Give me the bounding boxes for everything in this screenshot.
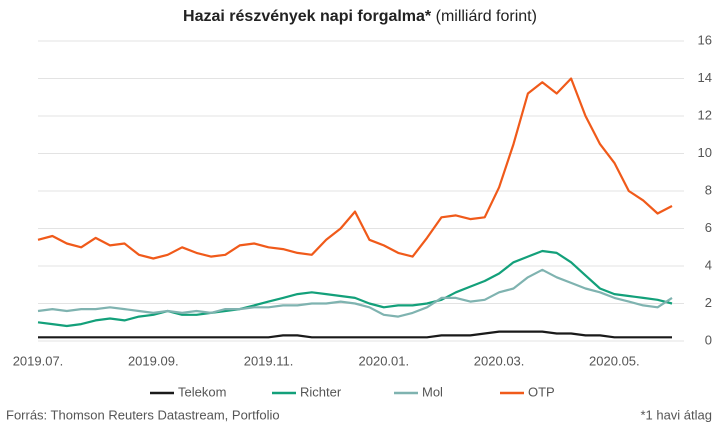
legend-label: Richter <box>300 384 342 399</box>
legend-label: Mol <box>422 384 443 399</box>
title-unit: (milliárd forint) <box>436 8 537 25</box>
series-line <box>37 77 673 260</box>
y-tick-label: 0 <box>705 332 712 347</box>
chart-title: Hazai részvények napi forgalma* (milliár… <box>183 8 537 25</box>
source: Forrás: Thomson Reuters Datastream, Port… <box>6 407 280 422</box>
x-tick-label: 2019.09. <box>128 353 179 368</box>
x-tick-label: 2020.01. <box>359 353 410 368</box>
series-line <box>37 249 673 328</box>
y-tick-label: 8 <box>705 182 712 197</box>
x-tick-label: 2019.07. <box>13 353 64 368</box>
y-tick-label: 10 <box>698 145 712 160</box>
x-tick-label: 2019.11. <box>244 353 294 368</box>
y-tick-label: 2 <box>705 295 712 310</box>
title-main: Hazai részvények napi forgalma* <box>183 8 432 25</box>
legend-label: OTP <box>528 384 555 399</box>
y-tick-label: 14 <box>698 70 712 85</box>
legend-label: Telekom <box>178 384 226 399</box>
y-tick-label: 16 <box>698 32 712 47</box>
y-tick-label: 6 <box>705 220 712 235</box>
note: *1 havi átlag <box>640 407 712 422</box>
x-tick-label: 2020.03. <box>474 353 525 368</box>
x-tick-label: 2020.05. <box>589 353 640 368</box>
series-line <box>38 330 672 339</box>
y-tick-label: 12 <box>698 107 712 122</box>
y-tick-label: 4 <box>705 257 712 272</box>
series-line <box>37 268 673 318</box>
